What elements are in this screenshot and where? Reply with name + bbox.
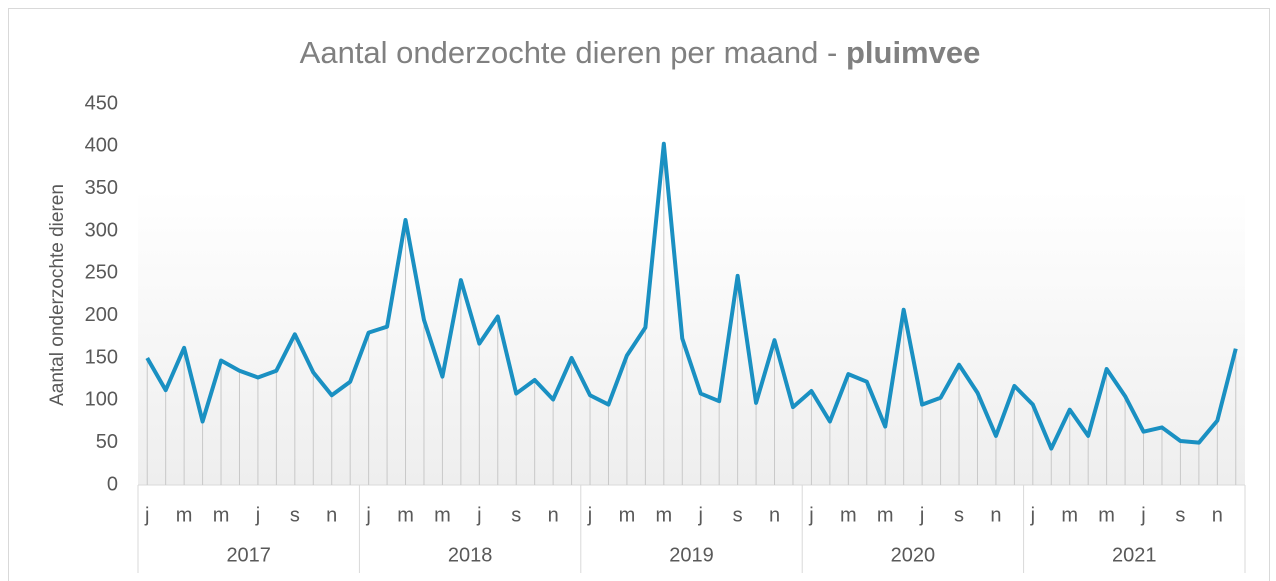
y-axis-label: Aantal onderzochte dieren [47, 184, 68, 406]
x-tick-label: m [619, 504, 636, 526]
year-label: 2020 [891, 544, 936, 566]
x-tick-label: m [176, 504, 193, 526]
x-tick-label: s [954, 504, 964, 526]
x-tick-label: j [476, 504, 481, 526]
x-tick-label: j [808, 504, 813, 526]
y-tick-label: 450 [85, 92, 118, 114]
y-tick-label: 250 [85, 262, 118, 284]
x-tick-label: n [769, 504, 780, 526]
year-label: 2018 [448, 544, 493, 566]
title-bold: pluimvee [846, 35, 980, 70]
x-tick-label: j [365, 504, 370, 526]
year-label: 2017 [226, 544, 271, 566]
x-tick-label: j [144, 504, 149, 526]
year-label: 2021 [1112, 544, 1157, 566]
x-tick-label: n [548, 504, 559, 526]
x-tick-label: m [397, 504, 414, 526]
data-line [145, 141, 1238, 451]
y-tick-label: 50 [96, 431, 118, 453]
title-text: Aantal onderzochte dieren per maand - [300, 35, 846, 70]
y-tick-label: 150 [85, 346, 118, 368]
x-tick-label: j [1140, 504, 1145, 526]
x-tick-label: m [1061, 504, 1078, 526]
x-tick-label: j [1030, 504, 1035, 526]
x-tick-label: m [840, 504, 857, 526]
x-tick-label: j [255, 504, 260, 526]
y-tick-label: 400 [85, 135, 118, 157]
x-tick-label: s [290, 504, 300, 526]
x-tick-label: n [326, 504, 337, 526]
x-tick-label: s [1175, 504, 1185, 526]
chart-title: Aantal onderzochte dieren per maand - pl… [300, 35, 981, 70]
chart-border [8, 8, 1270, 581]
y-tick-label: 200 [85, 304, 118, 326]
x-tick-label: n [990, 504, 1001, 526]
x-tick-label: j [697, 504, 702, 526]
x-tick-label: m [877, 504, 894, 526]
x-tick-label: s [511, 504, 521, 526]
y-tick-label: 350 [85, 177, 118, 199]
x-tick-label: s [733, 504, 743, 526]
x-tick-label: m [213, 504, 230, 526]
plot-background [138, 190, 1245, 485]
x-tick-label: m [1098, 504, 1115, 526]
x-tick-label: m [655, 504, 672, 526]
year-label: 2019 [669, 544, 714, 566]
y-tick-label: 300 [85, 219, 118, 241]
x-tick-label: m [434, 504, 451, 526]
y-tick-label: 100 [85, 389, 118, 411]
x-tick-label: j [919, 504, 924, 526]
x-tick-label: n [1212, 504, 1223, 526]
x-tick-label: j [587, 504, 592, 526]
y-tick-label: 0 [107, 473, 118, 495]
